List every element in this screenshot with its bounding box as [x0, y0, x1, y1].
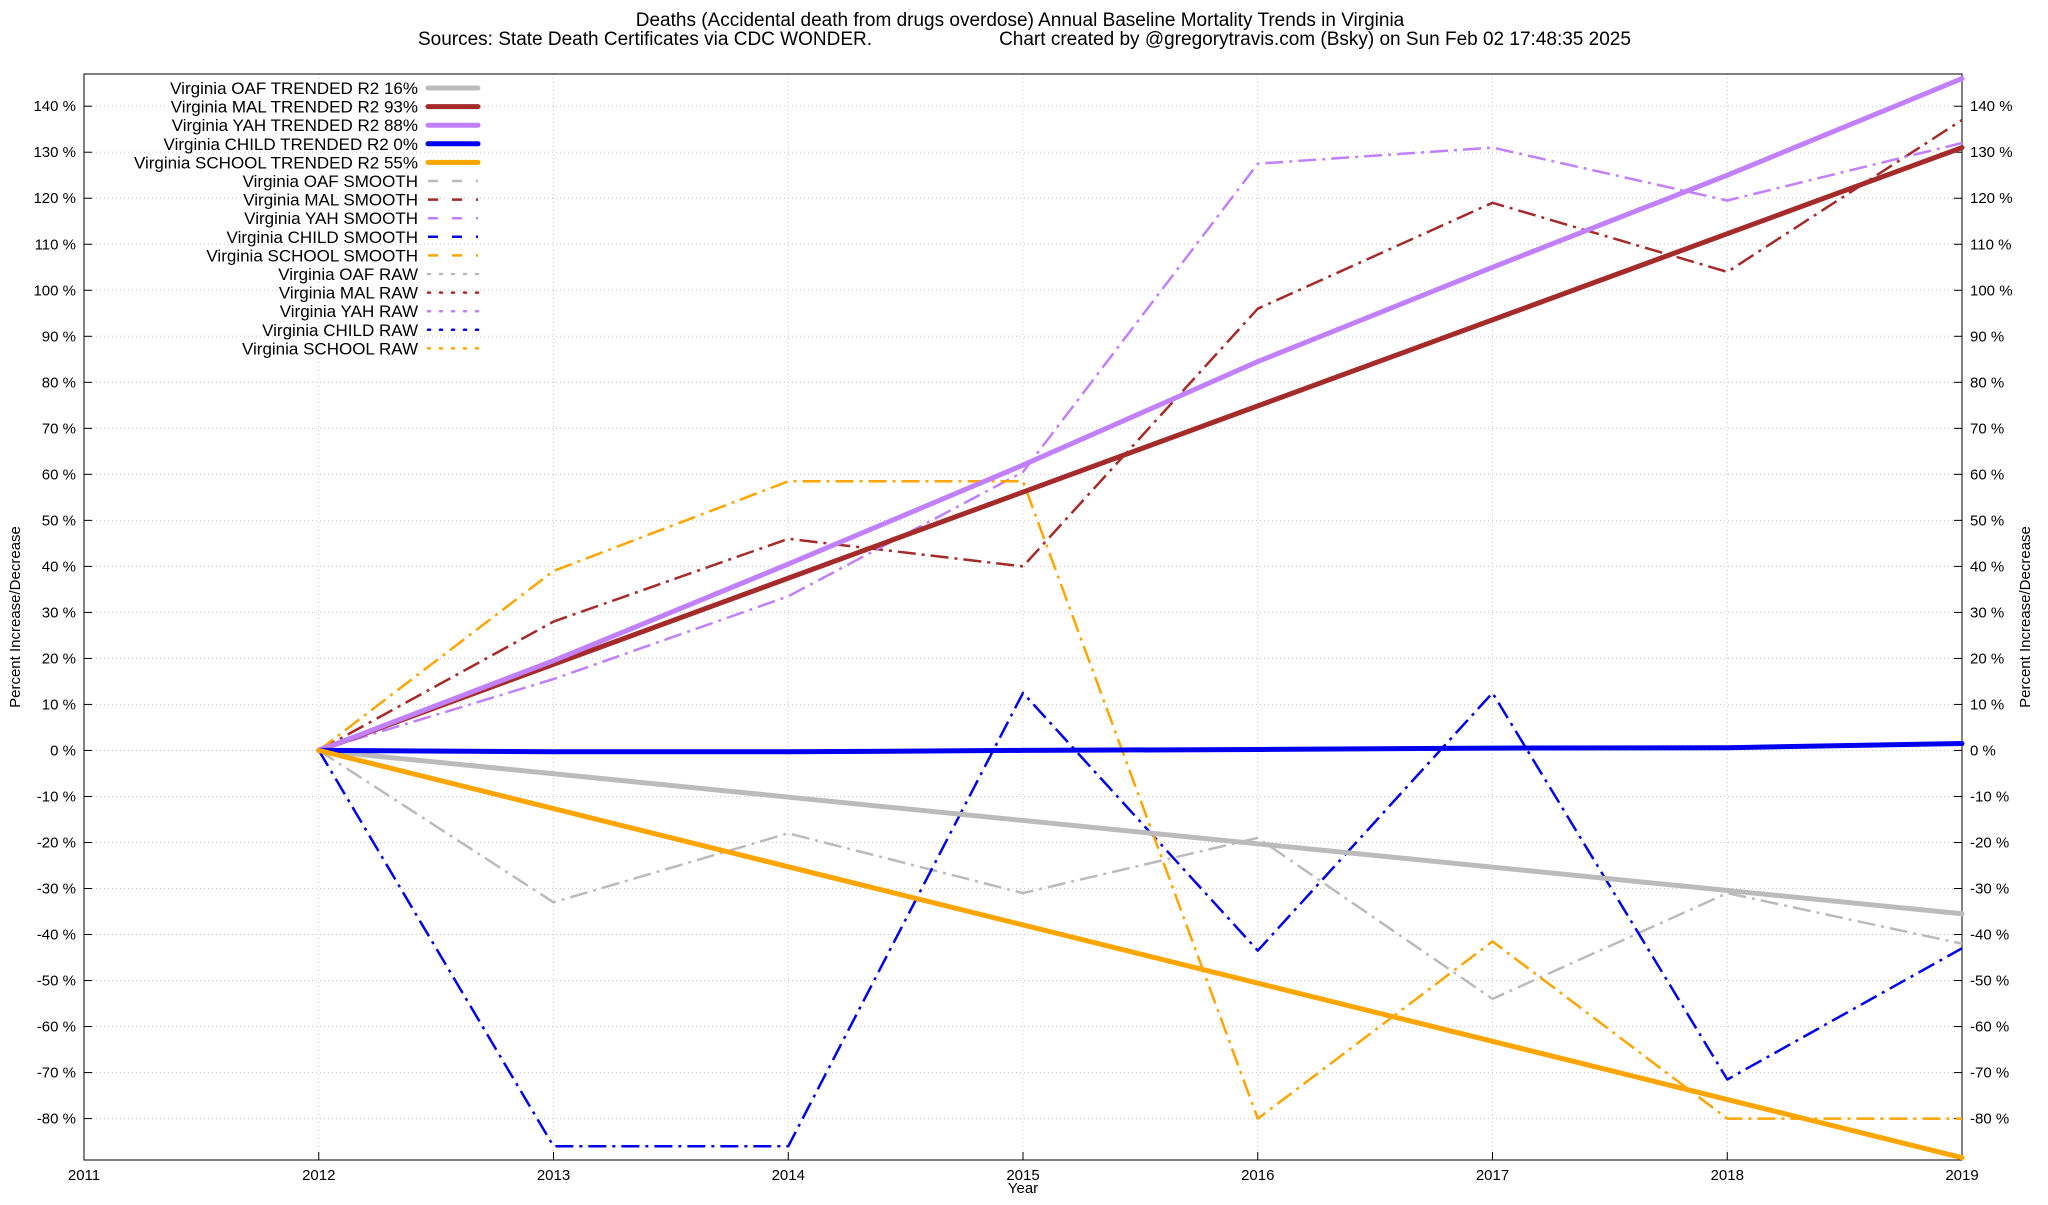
chart-subtitle-sources: Sources: State Death Certificates via CD…: [418, 29, 872, 50]
y-tick-label-left: 60 %: [42, 466, 76, 483]
y-tick-label-left: -70 %: [37, 1065, 76, 1082]
y-tick-label-right: 70 %: [1970, 420, 2004, 437]
y-tick-label-left: 110 %: [35, 236, 76, 253]
series-line-smooth: [318, 480, 1962, 1120]
y-tick-label-right: -80 %: [1970, 1111, 2009, 1128]
y-tick-label-right: 10 %: [1970, 696, 2004, 713]
series-line-trend: [316, 747, 1965, 917]
series-line-smooth: [318, 118, 1963, 752]
y-tick-label-right: -10 %: [1970, 788, 2009, 805]
y-tick-label-left: 90 %: [42, 328, 76, 345]
series-line-trend: [316, 747, 1965, 1161]
y-tick-label-right: -60 %: [1970, 1019, 2009, 1036]
x-tick-label: 2011: [68, 1167, 100, 1184]
y-tick-label-left: -40 %: [37, 927, 76, 944]
y-tick-label-left: 80 %: [42, 374, 76, 391]
x-tick-label: 2012: [302, 1167, 335, 1184]
x-tick-label: 2019: [1945, 1167, 1978, 1184]
y-tick-label-right: 0 %: [1970, 742, 1996, 759]
legend-label: Virginia SCHOOL RAW: [242, 339, 418, 358]
legend-label: Virginia OAF RAW: [278, 265, 418, 284]
y-tick-label-right: -40 %: [1970, 927, 2009, 944]
grid-lines: [83, 74, 1963, 1160]
series-line-trend: [316, 741, 1965, 755]
legend-label: Virginia SCHOOL SMOOTH: [206, 246, 418, 265]
x-tick-label: 2015: [1006, 1167, 1039, 1184]
y-tick-label-right: -30 %: [1970, 881, 2009, 898]
y-tick-label-left: -50 %: [37, 973, 76, 990]
legend-label: Virginia MAL TRENDED R2 93%: [171, 98, 418, 117]
legend-label: Virginia MAL RAW: [279, 284, 418, 303]
legend-label: Virginia CHILD RAW: [262, 321, 418, 340]
y-tick-label-right: 80 %: [1970, 374, 2004, 391]
y-tick-label-left: -10 %: [37, 788, 76, 805]
legend-label: Virginia SCHOOL TRENDED R2 55%: [134, 153, 418, 172]
series-line-smooth: [318, 749, 1963, 1001]
legend: Virginia OAF TRENDED R2 16%Virginia MAL …: [134, 79, 481, 358]
y-tick-label-left: 130 %: [33, 144, 76, 161]
y-tick-label-left: 0 %: [50, 742, 76, 759]
series-lines: [316, 76, 1965, 1161]
y-tick-label-left: 30 %: [42, 604, 76, 621]
y-tick-label-left: 70 %: [42, 420, 76, 437]
y-tick-label-right: 100 %: [1970, 282, 2013, 299]
chart-subtitle-credit: Chart created by @gregorytravis.com (Bsk…: [999, 29, 1631, 50]
y-tick-label-left: 40 %: [42, 558, 76, 575]
y-tick-label-right: 40 %: [1970, 558, 2004, 575]
series-line-trend: [316, 76, 1965, 753]
y-tick-label-left: -80 %: [37, 1111, 76, 1128]
series-line-smooth: [317, 691, 1963, 1148]
y-tick-label-right: -70 %: [1970, 1065, 2009, 1082]
legend-label: Virginia YAH TRENDED R2 88%: [172, 116, 418, 135]
y-axis-label-left: Percent Increase/Decrease: [7, 526, 24, 708]
legend-label: Virginia YAH RAW: [280, 302, 418, 321]
y-tick-label-right: -50 %: [1970, 973, 2009, 990]
y-tick-label-left: -20 %: [37, 834, 76, 851]
x-tick-label: 2017: [1476, 1167, 1509, 1184]
chart-title: Deaths (Accidental death from drugs over…: [636, 10, 1405, 31]
legend-label: Virginia CHILD SMOOTH: [227, 228, 418, 247]
x-tick-label: 2013: [537, 1167, 570, 1184]
y-tick-label-right: 60 %: [1970, 466, 2004, 483]
legend-label: Virginia OAF TRENDED R2 16%: [170, 79, 418, 98]
y-tick-label-right: -20 %: [1970, 834, 2009, 851]
legend-label: Virginia OAF SMOOTH: [243, 172, 418, 191]
x-tick-label: 2014: [772, 1167, 805, 1184]
y-tick-label-left: 20 %: [42, 650, 76, 667]
x-tick-label: 2016: [1241, 1167, 1274, 1184]
y-tick-label-right: 30 %: [1970, 604, 2004, 621]
legend-label: Virginia YAH SMOOTH: [244, 209, 418, 228]
y-tick-label-right: 130 %: [1970, 144, 2013, 161]
y-tick-label-left: 140 %: [33, 98, 76, 115]
x-axis-label: Year: [1008, 1180, 1038, 1197]
y-axis-label-right: Percent Increase/Decrease: [2017, 526, 2034, 708]
y-tick-label-left: 100 %: [33, 282, 76, 299]
legend-label: Virginia MAL SMOOTH: [243, 191, 418, 210]
y-tick-label-left: 50 %: [42, 512, 76, 529]
y-tick-label-left: 120 %: [33, 190, 76, 207]
x-tick-label: 2018: [1711, 1167, 1744, 1184]
y-tick-label-right: 20 %: [1970, 650, 2004, 667]
y-tick-label-right: 120 %: [1970, 190, 2013, 207]
y-tick-label-right: 50 %: [1970, 512, 2004, 529]
legend-label: Virginia CHILD TRENDED R2 0%: [164, 135, 418, 154]
axis-ticks: 140 % 140 % 130 % 130 % 120 % 120 % 110 % 110 %…: [33, 98, 2012, 1184]
y-tick-label-left: -30 %: [37, 881, 76, 898]
y-tick-label-left: -60 %: [37, 1019, 76, 1036]
y-tick-label-left: 10 %: [42, 696, 76, 713]
y-tick-label-right: 90 %: [1970, 328, 2004, 345]
y-tick-label-right: 140 %: [1970, 98, 2013, 115]
series-line-trend: [316, 145, 1965, 753]
y-tick-label-right: 110 %: [1970, 236, 2011, 253]
